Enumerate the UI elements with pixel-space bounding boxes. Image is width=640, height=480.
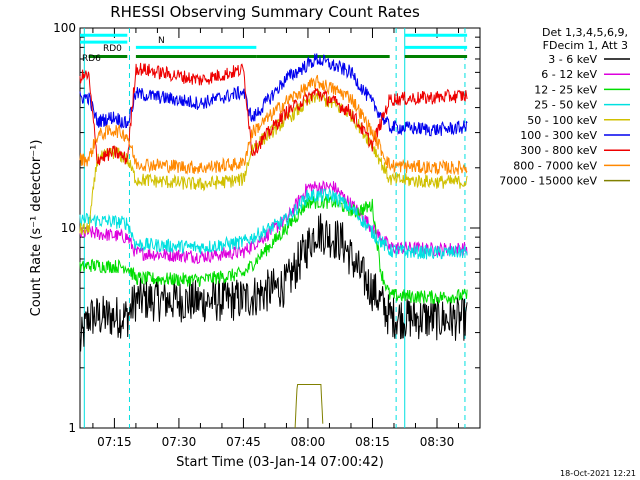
series-line (294, 384, 324, 429)
flag-label-rd0: RD0 (103, 44, 122, 54)
series-line (79, 187, 468, 260)
series-line (79, 194, 468, 305)
series-line (79, 89, 468, 236)
flag-label-n: N (158, 36, 165, 46)
x-tick-label: 07:15 (97, 435, 132, 449)
legend-entry-label: 50 - 100 keV (527, 114, 597, 127)
x-tick-label: 07:30 (162, 435, 197, 449)
x-axis-label: Start Time (03-Jan-14 07:00:42) (176, 455, 384, 470)
x-tick-label: 08:30 (420, 435, 455, 449)
legend-entry-label: 3 - 6 keV (548, 53, 597, 66)
y-axis-label: Count Rate (s⁻¹ detector⁻¹) (29, 140, 44, 317)
x-tick-label: 08:15 (355, 435, 390, 449)
legend-header-line-1: Det 1,3,4,5,6,9, (542, 26, 628, 39)
y-tick-label: 100 (53, 21, 76, 35)
x-tick-label: 08:00 (291, 435, 326, 449)
y-tick-label: 10 (61, 221, 76, 235)
legend: Det 1,3,4,5,6,9, FDecim 1, Att 3 3 - 6 k… (499, 26, 630, 188)
legend-header-line-2: FDecim 1, Att 3 (543, 39, 628, 52)
x-axis: 07:15 07:30 07:45 08:00 08:15 08:30 (92, 28, 459, 449)
chart-title: RHESSI Observing Summary Count Rates (110, 3, 420, 21)
series-line (79, 53, 468, 137)
series-line (79, 213, 468, 352)
legend-entry-label: 7000 - 15000 keV (499, 175, 597, 188)
flag-label-rd6: RD6 (82, 54, 101, 64)
legend-entry-label: 6 - 12 keV (541, 68, 597, 81)
legend-entry-label: 300 - 800 keV (520, 144, 597, 157)
y-tick-label: 1 (68, 421, 76, 435)
series-line (79, 180, 468, 265)
series-line (79, 62, 468, 166)
series-group (79, 53, 468, 429)
legend-entry-label: 25 - 50 keV (534, 99, 597, 112)
legend-entry-label: 12 - 25 keV (534, 83, 597, 96)
date-stamp: 18-Oct-2021 12:21 (560, 469, 636, 478)
legend-entry-label: 100 - 300 keV (520, 129, 597, 142)
legend-entry-label: 800 - 7000 keV (513, 159, 597, 172)
x-tick-label: 07:45 (226, 435, 261, 449)
y-axis: 1 10 100 (53, 21, 480, 435)
series-line (79, 74, 468, 176)
